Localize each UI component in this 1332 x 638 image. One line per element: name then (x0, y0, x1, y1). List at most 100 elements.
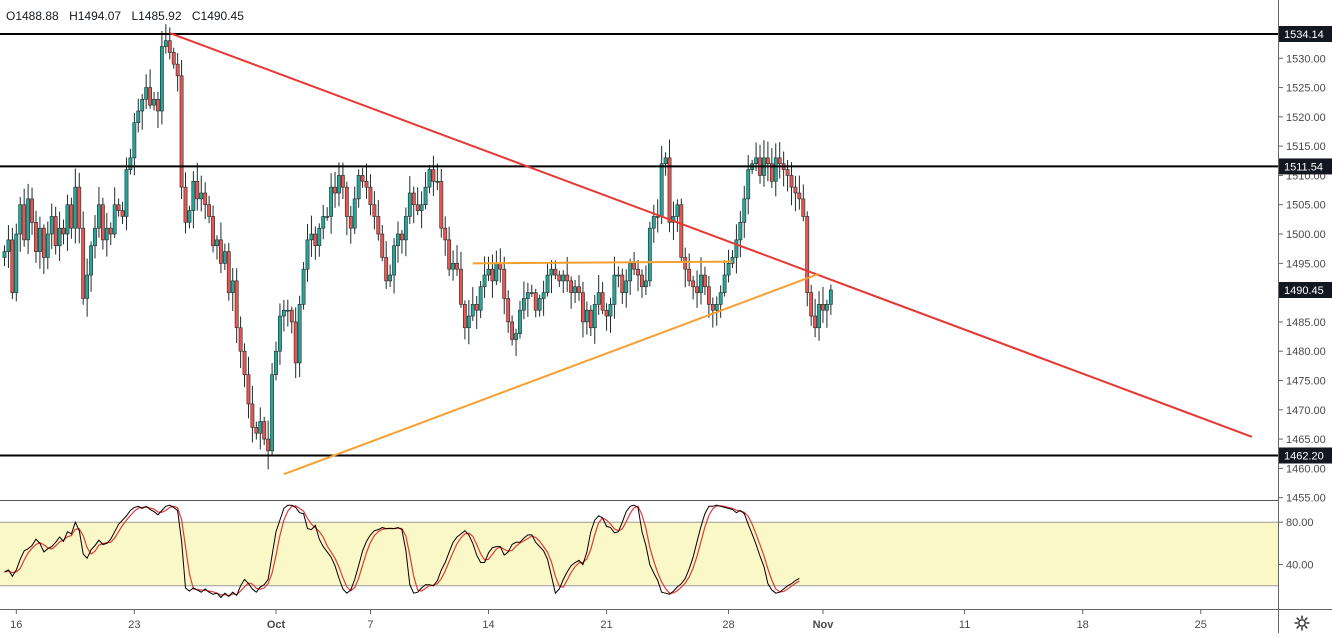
candle-body (746, 169, 751, 200)
candles-layer (2, 24, 833, 470)
stochastic-tick-label: 80.00 (1286, 517, 1314, 529)
candle-body (529, 292, 534, 294)
candle (781, 151, 786, 187)
candle (506, 290, 511, 333)
price-label-text: 1511.54 (1284, 161, 1323, 173)
candle (293, 307, 298, 379)
candle-body (431, 169, 436, 182)
candle-body (714, 304, 719, 311)
candle (191, 171, 196, 229)
candle-body (600, 292, 605, 311)
candle-body (344, 186, 349, 217)
candle-body (439, 180, 444, 229)
candle-body (691, 280, 696, 288)
candle (569, 276, 574, 309)
candle-body (297, 304, 302, 364)
candle (616, 266, 621, 288)
candle-body (108, 227, 113, 235)
candle (132, 113, 137, 176)
candle-body (636, 268, 640, 276)
candle-body (14, 233, 19, 293)
candle-body (234, 280, 239, 329)
candle (77, 172, 82, 244)
candle (817, 291, 821, 341)
candle-body (112, 204, 117, 235)
candle (510, 315, 515, 346)
candle-body (624, 280, 629, 293)
candle (431, 155, 436, 196)
candle-body (581, 292, 585, 323)
candle-body (785, 169, 790, 176)
candle (514, 328, 518, 356)
candle-body (765, 157, 770, 165)
time-tick-label: Oct (267, 619, 286, 631)
candle-body (392, 245, 396, 276)
candle-body (620, 274, 625, 293)
candle (38, 216, 42, 269)
candle (415, 187, 420, 216)
candle (628, 258, 633, 295)
candle-body (195, 180, 200, 200)
candle-body (608, 304, 613, 317)
ohlc-close: C1490.45 (191, 9, 244, 23)
price-tick-label: 1480.00 (1286, 346, 1326, 358)
candle-body (258, 421, 263, 434)
candle-body (97, 204, 101, 229)
price-label-text: 1534.14 (1284, 29, 1324, 41)
candle (215, 235, 219, 260)
candle-body (455, 263, 459, 270)
candle (140, 94, 145, 130)
candle (608, 298, 613, 333)
candle (758, 144, 762, 184)
candle-body (372, 204, 377, 217)
candle (18, 197, 23, 252)
candle (604, 303, 609, 331)
candle-body (541, 292, 546, 299)
candle (632, 251, 637, 276)
candle-body (498, 263, 503, 270)
candle-body (329, 186, 334, 217)
candle (396, 221, 400, 263)
candle (2, 245, 7, 266)
candle-body (313, 233, 318, 247)
candle (325, 207, 330, 221)
candle (474, 295, 479, 329)
price-label-badge (1279, 281, 1332, 298)
candle (26, 183, 31, 255)
candle (486, 256, 491, 282)
candle (360, 167, 365, 188)
candle (573, 279, 577, 304)
candle-body (199, 192, 204, 200)
gear-icon[interactable] (1294, 615, 1310, 631)
candle-body (651, 216, 656, 229)
candle (270, 363, 274, 455)
candle-body (128, 157, 133, 170)
candle-body (100, 204, 105, 241)
candle-body (325, 216, 330, 218)
candle (211, 205, 215, 253)
candle (348, 205, 353, 244)
price-tick-label: 1525.00 (1286, 83, 1326, 95)
candle (730, 250, 735, 269)
candle (777, 142, 782, 179)
candle (447, 226, 452, 277)
candle (81, 211, 86, 305)
candle (203, 182, 208, 220)
candle-body (136, 110, 141, 124)
candle-body (85, 274, 90, 299)
candle (226, 242, 231, 301)
candle-body (171, 52, 176, 65)
candle-body (773, 157, 778, 182)
candle-body (604, 309, 609, 317)
candle (297, 295, 302, 378)
candle-body (573, 286, 577, 293)
candle (289, 306, 294, 334)
candle (403, 207, 408, 257)
candle (230, 267, 235, 312)
candle-body (769, 163, 774, 182)
candle-body (805, 216, 810, 293)
candle (765, 141, 770, 182)
candle (533, 288, 538, 318)
candle (494, 250, 499, 286)
